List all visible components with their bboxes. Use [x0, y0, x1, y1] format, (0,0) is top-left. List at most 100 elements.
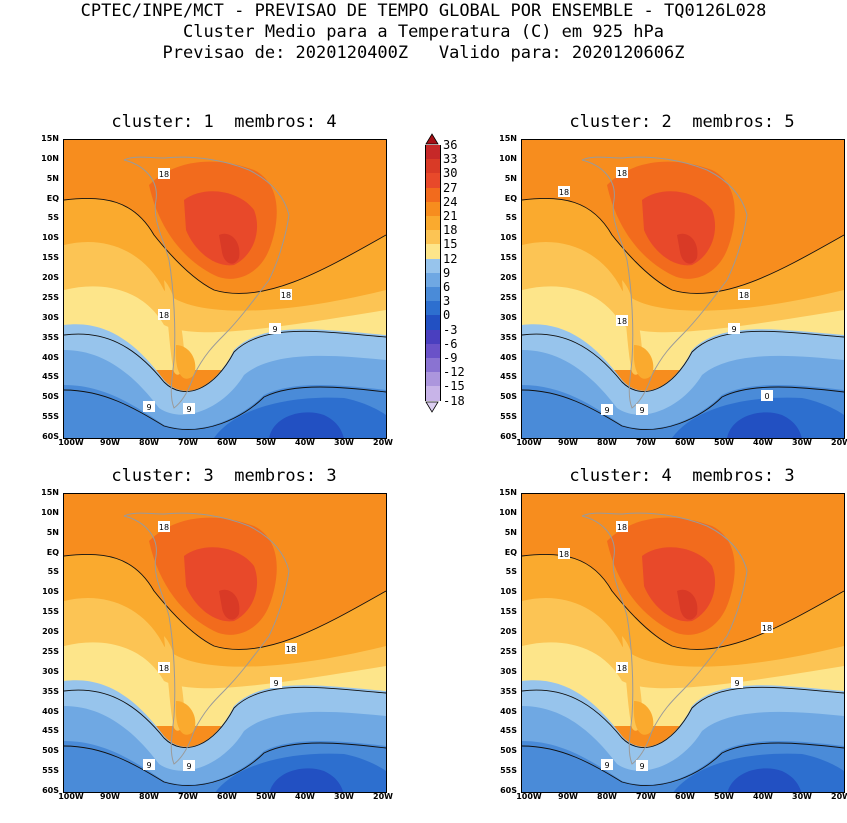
lon-tick-label: 50W [256, 438, 276, 447]
lon-tick-label: 30W [792, 438, 812, 447]
legend-level-label: 30 [443, 166, 458, 181]
lat-tick-label: 25S [42, 292, 59, 302]
contour-label-bg [558, 186, 570, 197]
lon-tick-label: 50W [714, 438, 734, 447]
lat-tick-label: 40S [42, 706, 59, 716]
legend-color-box [425, 358, 441, 373]
contour-label: 9 [639, 406, 644, 415]
legend-color-box [425, 216, 441, 231]
lon-tick-label: 90W [100, 438, 120, 447]
legend-level-label: -9 [443, 351, 458, 365]
lon-tick-label: 70W [636, 792, 656, 801]
lon-tick-label: 80W [139, 792, 159, 801]
lon-tick-label: 100W [516, 438, 542, 447]
temperature-field: 18 18 18 18 9 9 9 0 [522, 140, 844, 438]
contour-label: 9 [186, 762, 191, 771]
lat-tick-label: 45S [42, 372, 59, 382]
contour-label-bg [636, 404, 648, 415]
contour-label: 9 [273, 679, 278, 688]
lat-tick-label: 60S [42, 432, 59, 441]
lon-tick-label: 40W [295, 792, 315, 801]
lon-tick-label: 50W [256, 792, 276, 801]
lon-tick-label: 90W [100, 792, 120, 801]
lat-tick-label: 5S [505, 567, 517, 577]
lon-tick-label: 60W [675, 792, 695, 801]
lat-tick-label: 45S [500, 372, 517, 382]
legend-arrow-up [425, 133, 439, 145]
legend-color-box [425, 244, 441, 259]
contour-label: 18 [617, 317, 627, 326]
lat-tick-label: 15S [42, 253, 59, 263]
panel-title: cluster: 1 membros: 4 [111, 112, 337, 132]
lon-tick-label: 30W [334, 792, 354, 801]
contour-label: 9 [146, 403, 151, 412]
lat-tick-label: 45S [42, 726, 59, 736]
map-panel-cluster-4: cluster: 4 membros: 3 18 18 18 18 9 9 9 15N 10N 5N… [471, 465, 847, 823]
contour-label-bg [731, 677, 743, 688]
contour-label: 9 [731, 325, 736, 334]
contour-label-bg [738, 289, 750, 300]
contour-label-bg [601, 404, 613, 415]
lat-tick-label: 10S [500, 587, 517, 597]
legend-color-box [425, 145, 441, 160]
legend-level-label: 36 [443, 138, 458, 152]
lat-tick-label: 15N [41, 488, 59, 497]
lat-tick-label: 5N [504, 527, 517, 537]
contour-label: 18 [762, 624, 772, 633]
lat-tick-label: 30S [42, 312, 59, 322]
legend-level-label: -6 [443, 336, 458, 351]
legend-color-box [425, 301, 441, 316]
lat-tick-label: 20S [500, 627, 517, 637]
lat-tick-label: EQ [46, 547, 59, 557]
contour-label-bg [270, 677, 282, 688]
map-area: 18 18 18 9 9 9 [63, 493, 387, 793]
lon-tick-label: 100W [58, 438, 84, 447]
contour-label-bg [158, 662, 170, 673]
lat-tick-label: 10N [41, 153, 59, 163]
lon-tick-label: 90W [558, 438, 578, 447]
legend-color-box [425, 201, 441, 216]
lon-tick-label: 30W [334, 438, 354, 447]
lon-tick-label: 20W [831, 438, 847, 447]
legend-level-label: 33 [443, 152, 458, 167]
lat-tick-label: 55S [42, 766, 59, 776]
contour-label: 9 [272, 325, 277, 334]
lat-tick-label: 35S [42, 686, 59, 696]
lat-tick-label: 30S [500, 666, 517, 676]
lat-tick-label: 5S [505, 213, 517, 223]
lon-tick-label: 20W [831, 792, 847, 801]
lon-tick-label: 70W [636, 438, 656, 447]
header-line-2: Cluster Medio para a Temperatura (C) em … [182, 22, 665, 42]
lat-tick-label: 55S [42, 412, 59, 422]
contour-label: 18 [739, 291, 749, 300]
lon-tick-label: 90W [558, 792, 578, 801]
temperature-field: 18 18 18 9 9 9 [64, 140, 386, 438]
lon-tick-label: 20W [373, 792, 393, 801]
lon-tick-label: 40W [295, 438, 315, 447]
contour-label-bg [143, 759, 155, 770]
lat-tick-label: 10N [499, 507, 517, 517]
contour-label: 18 [617, 664, 627, 673]
map-panel-cluster-1: cluster: 1 membros: 4 18 18 18 9 9 9 15N 10N 5N EQ… [13, 111, 415, 469]
contour-label-bg [601, 759, 613, 770]
lat-tick-label: 55S [500, 766, 517, 776]
lat-tick-label: 15N [499, 488, 517, 497]
legend-level-label: 9 [443, 265, 451, 280]
legend-arrow-down [425, 401, 439, 413]
legend-color-box [425, 258, 441, 273]
lat-tick-label: 5N [46, 173, 59, 183]
lat-tick-label: 60S [500, 786, 517, 795]
contour-label: 9 [146, 761, 151, 770]
legend-color-box [425, 187, 441, 202]
lat-tick-label: 50S [500, 392, 517, 402]
legend-level-label: -12 [443, 365, 465, 380]
contour-label: 0 [764, 392, 769, 401]
lat-tick-label: 20S [42, 273, 59, 283]
contour-label: 18 [281, 291, 291, 300]
contour-label: 18 [159, 523, 169, 532]
contour-label: 9 [604, 406, 609, 415]
legend-color-box [425, 230, 441, 245]
lon-tick-label: 30W [792, 792, 812, 801]
lat-tick-label: 10S [500, 233, 517, 243]
legend-color-box [425, 386, 441, 401]
